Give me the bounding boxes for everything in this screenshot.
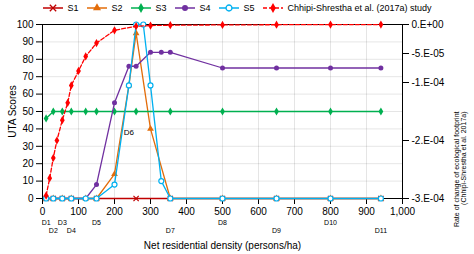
svg-text:D5: D5 (92, 219, 101, 226)
html-text:Chhipi-Shrestha et al. (2017a): Chhipi-Shrestha et al. (2017a) study (287, 3, 432, 13)
svg-text:D3: D3 (58, 219, 67, 226)
svg-text:30: 30 (22, 141, 34, 152)
html-text:S5: S5 (243, 3, 255, 13)
svg-text:D6: D6 (124, 128, 135, 137)
svg-text:0: 0 (28, 193, 34, 204)
svg-text:D9: D9 (272, 227, 281, 234)
svg-text:D8: D8 (218, 219, 227, 226)
svg-text:40: 40 (22, 123, 34, 134)
svg-text:D1: D1 (42, 219, 51, 226)
svg-text:900: 900 (358, 206, 375, 217)
svg-text:600: 600 (250, 206, 267, 217)
svg-text:-5.E-05: -5.E-05 (412, 48, 445, 59)
svg-text:100: 100 (70, 206, 87, 217)
svg-text:200: 200 (106, 206, 123, 217)
html-text:S3: S3 (155, 3, 167, 13)
svg-text:D4: D4 (67, 227, 76, 234)
svg-text:50: 50 (22, 106, 34, 117)
svg-text:90: 90 (22, 36, 34, 47)
svg-text:Rate of change of ecological f: Rate of change of ecological footprint(C… (453, 111, 468, 227)
svg-text:Net residential density (perso: Net residential density (persons/ha) (144, 240, 301, 251)
svg-text:20: 20 (22, 158, 34, 169)
svg-text:UTA Scores: UTA Scores (7, 85, 18, 138)
svg-text:400: 400 (178, 206, 195, 217)
svg-text:D7: D7 (166, 227, 175, 234)
html-text:S2: S2 (111, 3, 123, 13)
svg-text:0: 0 (40, 206, 46, 217)
svg-text:500: 500 (214, 206, 231, 217)
svg-text:-2.E-04: -2.E-04 (412, 135, 445, 146)
svg-text:60: 60 (22, 88, 34, 99)
svg-text:800: 800 (322, 206, 339, 217)
svg-text:300: 300 (142, 206, 159, 217)
svg-text:D10: D10 (324, 219, 337, 226)
html-text:S1: S1 (67, 3, 79, 13)
svg-text:100: 100 (17, 19, 34, 30)
svg-text:-1.E-04: -1.E-04 (412, 77, 445, 88)
svg-text:10: 10 (22, 175, 34, 186)
svg-text:80: 80 (22, 54, 34, 65)
svg-text:-3.E-04: -3.E-04 (412, 193, 445, 204)
svg-text:70: 70 (22, 71, 34, 82)
svg-text:700: 700 (286, 206, 303, 217)
svg-text:1,000: 1,000 (390, 206, 415, 217)
svg-text:D2: D2 (49, 227, 58, 234)
html-text:S4: S4 (199, 3, 211, 13)
svg-text:0.E+00: 0.E+00 (412, 19, 444, 30)
svg-text:D11: D11 (375, 227, 387, 234)
